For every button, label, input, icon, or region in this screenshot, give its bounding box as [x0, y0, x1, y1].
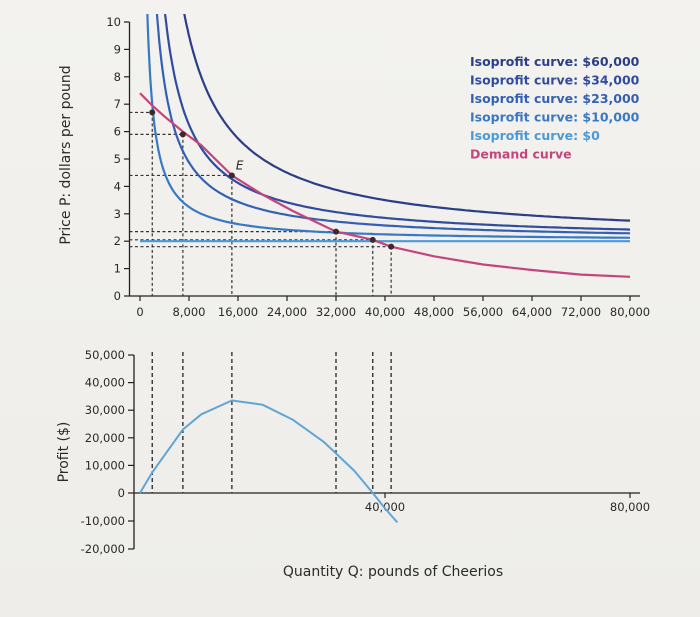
price-x-tick-label: 8,000: [173, 305, 206, 319]
profit-curves: [139, 399, 399, 524]
legend-entry: Isoprofit curve: $23,000: [470, 91, 640, 106]
price-y-tick-label: 5: [114, 152, 121, 166]
profit-y-ticks: 50,000 40,000 30,000 20,000 10,000 0 -10,000 -2…: [81, 348, 134, 556]
legend-entry: Isoprofit curve: $0: [470, 128, 600, 143]
isoprofit-curve: [155, 14, 631, 235]
price-x-tick-label: 64,000: [512, 305, 552, 319]
profit-y-tick-label: 30,000: [85, 403, 125, 417]
curve-point: [333, 228, 339, 235]
profit-y-tick-label: -10,000: [81, 514, 125, 528]
price-x-tick-label: 0: [136, 305, 143, 319]
price-y-tick-label: 6: [114, 125, 121, 139]
profit-x-tick-label: 80,000: [610, 500, 650, 514]
point-label: E: [236, 158, 244, 172]
isoprofit-curve: [146, 14, 631, 239]
price-y-tick-label: 10: [106, 15, 121, 29]
price-y-tick-label: 7: [114, 97, 121, 111]
price-x-tick-label: 72,000: [561, 305, 601, 319]
isoprofit-curve: [164, 14, 631, 231]
price-x-tick-label: 48,000: [414, 305, 454, 319]
price-x-tick-label: 80,000: [610, 305, 650, 319]
legend-entry: Isoprofit curve: $10,000: [470, 110, 640, 125]
price-x-tick-label: 24,000: [267, 305, 307, 319]
profit-axis-title: Profit ($): [56, 422, 72, 483]
quantity-axis-title: Quantity Q: pounds of Cheerios: [283, 564, 503, 580]
profit-x-ticks: 40,000 80,000: [365, 493, 650, 514]
profit-y-tick-label: 40,000: [85, 376, 125, 390]
demand-curve: [139, 92, 631, 278]
price-points: E: [149, 109, 395, 250]
curve-point: [149, 109, 156, 116]
curve-point: [179, 131, 186, 138]
curve-point: [228, 172, 235, 179]
price-x-ticks: 0 8,000 16,000 24,000 32,000 40,000 48,000 56,0…: [136, 296, 650, 319]
profit-y-tick-label: -20,000: [81, 542, 125, 556]
profit-y-tick-label: 50,000: [85, 348, 125, 362]
curve-point: [369, 236, 376, 243]
profit-y-tick-label: 0: [118, 486, 125, 500]
legend-entry: Demand curve: [470, 147, 572, 162]
price-chart: 0 1 2 3 4 5 6 7 8 9 10 0 8,000 16,000 24,000 32,000 40,…: [58, 14, 650, 319]
price-y-tick-label: 4: [114, 179, 121, 193]
profit-y-tick-label: 20,000: [85, 431, 125, 445]
price-x-tick-label: 56,000: [463, 305, 503, 319]
price-y-tick-label: 1: [114, 262, 121, 276]
profit-y-tick-label: 10,000: [85, 458, 125, 472]
price-y-tick-label: 0: [114, 289, 121, 303]
profit-chart: 50,000 40,000 30,000 20,000 10,000 0 -10,000 -2…: [56, 348, 650, 580]
price-y-ticks: 0 1 2 3 4 5 6 7 8 9 10: [106, 15, 130, 303]
price-x-tick-label: 40,000: [365, 305, 405, 319]
legend: Isoprofit curve: $60,000 Isoprofit curve:…: [470, 54, 640, 162]
price-y-tick-label: 9: [114, 42, 121, 56]
price-x-tick-label: 16,000: [218, 305, 258, 319]
legend-entry: Isoprofit curve: $60,000: [470, 54, 640, 69]
price-axis-title: Price P: dollars per pound: [58, 65, 74, 244]
profit-drop-lines: [151, 352, 392, 493]
legend-entry: Isoprofit curve: $34,000: [470, 73, 640, 88]
price-y-tick-label: 3: [114, 207, 121, 221]
profit-curve: [139, 399, 399, 524]
isoprofit-curve: [183, 14, 631, 222]
price-y-tick-label: 8: [114, 70, 121, 84]
curve-point: [388, 243, 395, 250]
price-curves: [139, 14, 631, 278]
price-y-tick-label: 2: [114, 234, 121, 248]
price-dashed-guides: [129, 111, 392, 296]
price-x-tick-label: 32,000: [316, 305, 356, 319]
